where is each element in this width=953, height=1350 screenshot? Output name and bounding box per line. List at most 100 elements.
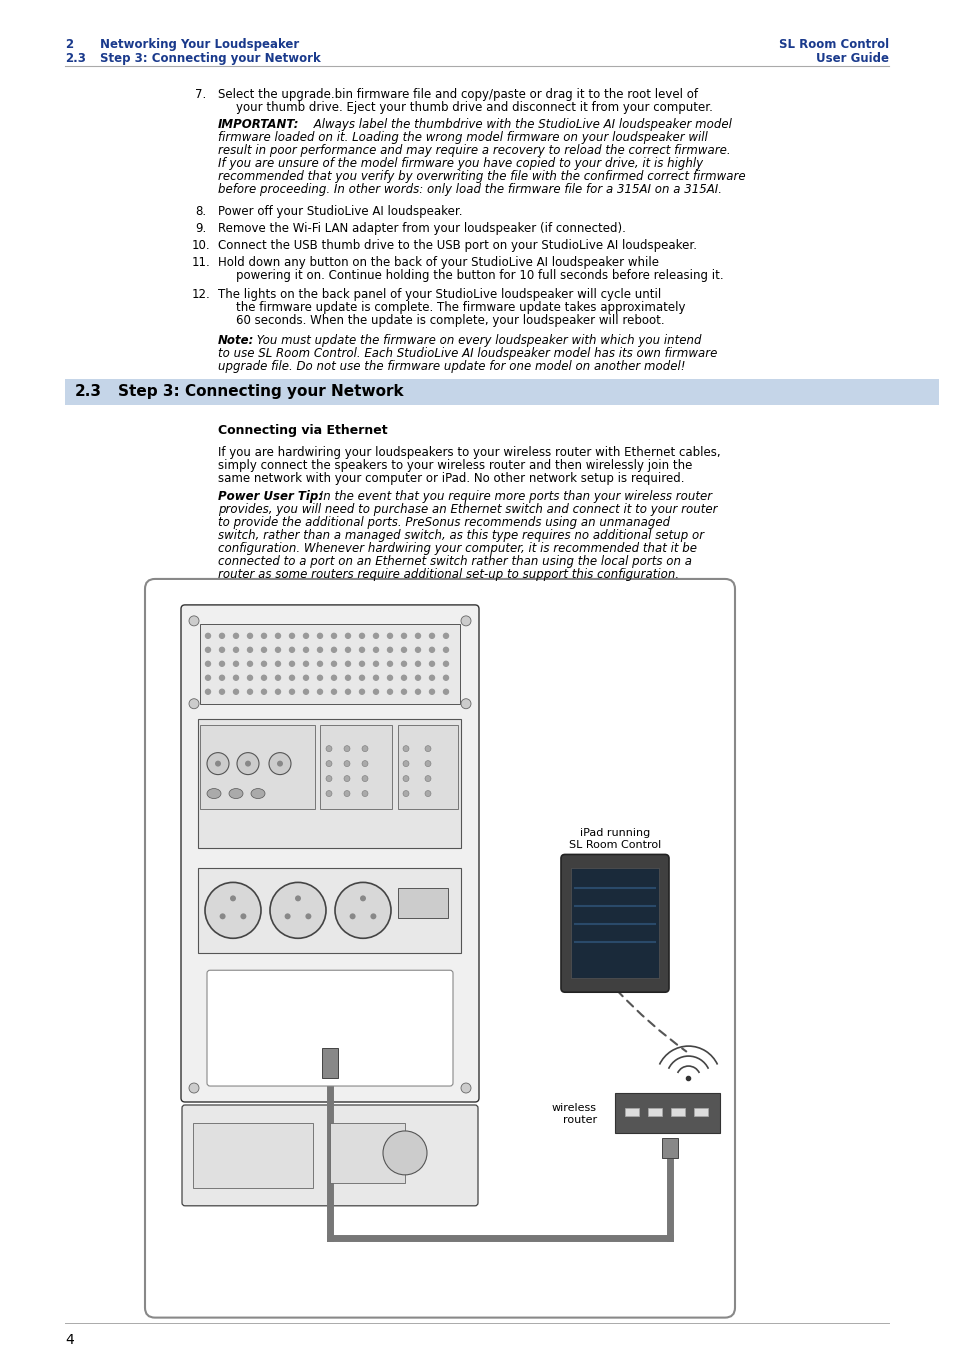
Circle shape (387, 633, 392, 639)
Text: switch, rather than a managed switch, as this type requires no additional setup : switch, rather than a managed switch, as… (218, 529, 703, 543)
Text: connected to a port on an Ethernet switch rather than using the local ports on a: connected to a port on an Ethernet switc… (218, 555, 691, 568)
Circle shape (245, 760, 251, 767)
Circle shape (270, 883, 326, 938)
Text: result in poor performance and may require a recovery to reload the correct firm: result in poor performance and may requi… (218, 143, 730, 157)
Text: 2.3: 2.3 (75, 385, 102, 400)
Circle shape (401, 633, 406, 639)
Bar (322, 1048, 337, 1079)
Circle shape (361, 791, 368, 796)
Circle shape (416, 662, 420, 667)
Circle shape (289, 662, 294, 667)
Circle shape (344, 776, 350, 782)
Circle shape (317, 633, 322, 639)
Circle shape (284, 914, 291, 919)
Text: before proceeding. In other words: only load the firmware file for a 315AI on a : before proceeding. In other words: only … (218, 182, 721, 196)
Circle shape (275, 633, 280, 639)
Bar (319, 725, 392, 809)
Bar (200, 624, 459, 703)
Circle shape (303, 647, 308, 652)
Circle shape (349, 914, 355, 919)
Circle shape (247, 675, 253, 680)
Circle shape (401, 647, 406, 652)
Bar (615, 1094, 720, 1133)
Text: to use SL Room Control. Each StudioLive AI loudspeaker model has its own firmwar: to use SL Room Control. Each StudioLive … (218, 347, 717, 360)
Circle shape (261, 647, 266, 652)
Circle shape (289, 633, 294, 639)
Text: Step 3: Connecting your Network: Step 3: Connecting your Network (118, 385, 403, 400)
Circle shape (416, 690, 420, 694)
Bar (661, 1138, 678, 1158)
Text: 2: 2 (65, 38, 73, 51)
Circle shape (233, 662, 238, 667)
Circle shape (401, 690, 406, 694)
Circle shape (345, 675, 350, 680)
Circle shape (317, 675, 322, 680)
Text: configuration. Whenever hardwiring your computer, it is recommended that it be: configuration. Whenever hardwiring your … (218, 541, 697, 555)
Circle shape (269, 753, 291, 775)
Circle shape (331, 690, 336, 694)
Circle shape (326, 776, 332, 782)
Circle shape (189, 1083, 199, 1094)
Circle shape (443, 633, 448, 639)
Circle shape (303, 633, 308, 639)
Text: INPUT: INPUT (241, 722, 265, 729)
Circle shape (207, 753, 229, 775)
Circle shape (326, 791, 332, 796)
Text: 12.: 12. (192, 289, 211, 301)
Text: IMPORTANT:: IMPORTANT: (218, 117, 299, 131)
Circle shape (303, 690, 308, 694)
Circle shape (402, 791, 409, 796)
Text: STUDIOLIVE 328 AI: STUDIOLIVE 328 AI (271, 1012, 389, 1023)
Circle shape (289, 690, 294, 694)
Circle shape (240, 914, 246, 919)
Circle shape (387, 675, 392, 680)
Circle shape (460, 1083, 471, 1094)
Circle shape (344, 760, 350, 767)
Circle shape (401, 675, 406, 680)
Text: 8.: 8. (194, 205, 206, 217)
Circle shape (261, 675, 266, 680)
Text: Remove the Wi-Fi LAN adapter from your loudspeaker (if connected).: Remove the Wi-Fi LAN adapter from your l… (218, 221, 625, 235)
Text: wireless: wireless (552, 1103, 597, 1112)
Text: 2.3: 2.3 (65, 51, 86, 65)
Circle shape (189, 699, 199, 709)
Circle shape (374, 647, 378, 652)
Circle shape (205, 647, 211, 652)
Text: router as some routers require additional set-up to support this configuration.: router as some routers require additiona… (218, 568, 679, 580)
FancyBboxPatch shape (182, 1106, 477, 1206)
Circle shape (374, 633, 378, 639)
Text: Networking Your Loudspeaker: Networking Your Loudspeaker (100, 38, 299, 51)
Circle shape (443, 675, 448, 680)
Text: upgrade file. Do not use the firmware update for one model on another model!: upgrade file. Do not use the firmware up… (218, 360, 685, 374)
Circle shape (361, 776, 368, 782)
Text: Active: Active (314, 1033, 345, 1044)
Circle shape (429, 662, 434, 667)
Text: In the event that you require more ports than your wireless router: In the event that you require more ports… (315, 490, 711, 504)
Circle shape (230, 895, 235, 902)
Circle shape (344, 791, 350, 796)
Circle shape (370, 914, 376, 919)
Circle shape (305, 914, 311, 919)
Bar (65, 379, 938, 405)
Text: 7.: 7. (194, 88, 206, 101)
Text: 9.: 9. (194, 221, 206, 235)
Text: Connect the USB thumb drive to the USB port on your StudioLive AI loudspeaker.: Connect the USB thumb drive to the USB p… (218, 239, 697, 251)
Text: Hold down any button on the back of your StudioLive AI loudspeaker while: Hold down any button on the back of your… (218, 255, 659, 269)
Text: You must update the firmware on every loudspeaker with which you intend: You must update the firmware on every lo… (253, 335, 700, 347)
Circle shape (331, 633, 336, 639)
Ellipse shape (251, 788, 265, 799)
FancyBboxPatch shape (560, 855, 668, 992)
Bar (397, 888, 448, 918)
Text: firmware loaded on it. Loading the wrong model firmware on your loudspeaker will: firmware loaded on it. Loading the wrong… (218, 131, 707, 143)
Text: User Guide: User Guide (815, 51, 888, 65)
Bar (670, 1108, 684, 1116)
Text: 4: 4 (65, 1332, 73, 1346)
Circle shape (416, 675, 420, 680)
Circle shape (205, 690, 211, 694)
Circle shape (344, 745, 350, 752)
Bar (193, 1123, 313, 1188)
Text: 60 seconds. When the update is complete, your loudspeaker will reboot.: 60 seconds. When the update is complete,… (235, 315, 664, 328)
Circle shape (275, 647, 280, 652)
Circle shape (460, 699, 471, 709)
Circle shape (247, 647, 253, 652)
